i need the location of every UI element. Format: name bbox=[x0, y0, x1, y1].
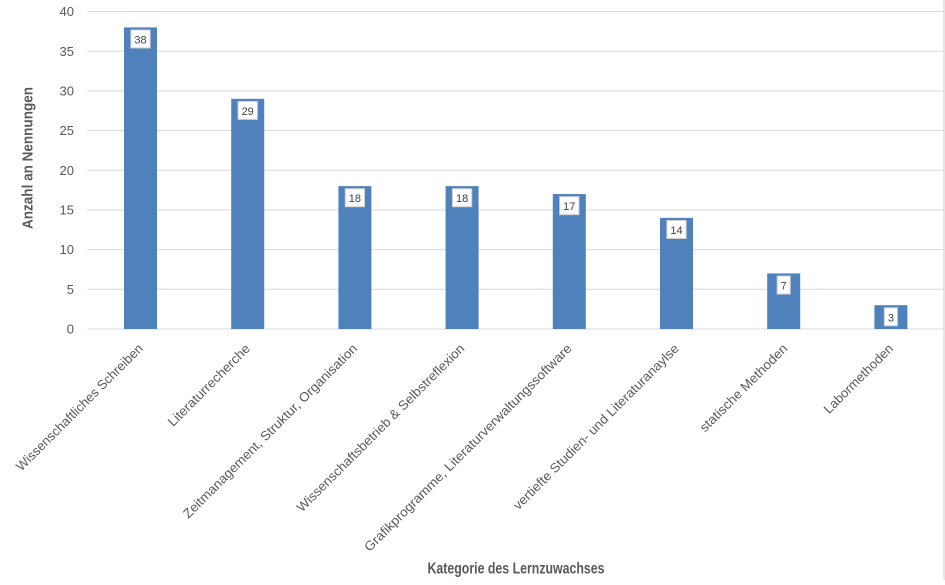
svg-text:20: 20 bbox=[60, 163, 74, 178]
svg-text:3: 3 bbox=[888, 312, 894, 324]
svg-text:5: 5 bbox=[67, 282, 74, 297]
svg-text:14: 14 bbox=[670, 225, 682, 237]
svg-text:Anzahl an Nennungen: Anzahl an Nennungen bbox=[20, 87, 37, 229]
svg-text:17: 17 bbox=[563, 201, 575, 213]
svg-text:10: 10 bbox=[60, 242, 74, 257]
svg-text:0: 0 bbox=[67, 322, 74, 337]
svg-text:29: 29 bbox=[242, 106, 254, 118]
svg-text:15: 15 bbox=[60, 203, 74, 218]
svg-text:38: 38 bbox=[134, 34, 146, 46]
svg-text:30: 30 bbox=[60, 83, 74, 98]
svg-text:7: 7 bbox=[781, 281, 787, 293]
svg-text:25: 25 bbox=[60, 123, 74, 138]
svg-text:35: 35 bbox=[60, 44, 74, 59]
svg-text:18: 18 bbox=[456, 193, 468, 205]
svg-text:Kategorie des Lernzuwachses: Kategorie des Lernzuwachses bbox=[428, 561, 605, 578]
svg-text:18: 18 bbox=[349, 193, 361, 205]
svg-text:40: 40 bbox=[60, 4, 74, 19]
